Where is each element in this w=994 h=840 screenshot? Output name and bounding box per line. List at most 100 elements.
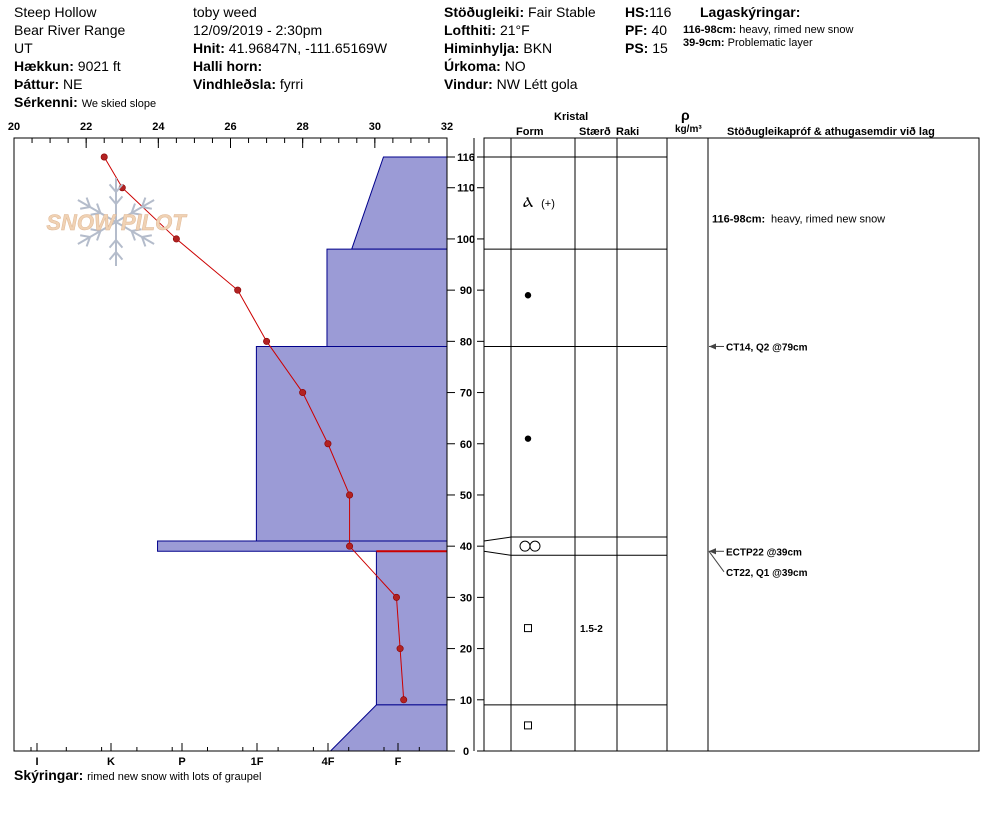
depth-tick-label: 116 (457, 152, 475, 164)
snowflake-branch (85, 197, 91, 208)
ps-label: PS: (625, 40, 649, 56)
temperature-point (100, 153, 108, 161)
aspect-value: NE (63, 76, 83, 92)
depth-tick-label: 110 (457, 183, 475, 195)
temperature-point (234, 286, 242, 294)
coords-value: 41.96847N, -111.65169W (228, 40, 388, 56)
depth-tick-label: 60 (460, 439, 472, 451)
wind-loading-label: Vindhleðsla: (193, 76, 276, 92)
snowflake-branch (90, 212, 101, 216)
rho-header: ρ (681, 107, 690, 123)
slope-row: Halli horn: (193, 58, 262, 74)
snowflake-branch (108, 195, 117, 205)
snowflake-branch (96, 203, 102, 214)
layer-comment-range: 116-98cm: (712, 213, 765, 225)
depth-tick-label: 90 (460, 285, 472, 297)
snowflake-branch (108, 239, 117, 249)
snowflake-branch (131, 212, 142, 216)
snowpilot-logo: SNOW PILOT (46, 178, 187, 266)
hardness-tick-label: K (107, 756, 115, 768)
snowflake-branch (130, 230, 136, 241)
snowflake-branch (108, 183, 117, 193)
air-temp-row: Lofthiti: 21°F (444, 22, 530, 38)
table-connector (483, 550, 512, 556)
graupel-symbol: Ⲁ (523, 194, 533, 210)
temperature-point (346, 542, 354, 550)
ps-row: PS: 15 (625, 40, 668, 56)
density-unit-header: kg/m³ (675, 124, 702, 135)
pf-value: 40 (651, 22, 668, 38)
form-note: (+) (541, 198, 555, 210)
temperature-point (346, 491, 354, 499)
stability-value: Fair Stable (528, 4, 596, 20)
temperature-point (392, 593, 400, 601)
pf-row: PF: 40 (625, 22, 667, 38)
hs-row: HS:116 (625, 4, 671, 20)
snowflake-branch (115, 251, 124, 261)
hardness-profile (157, 156, 448, 752)
moisture-header: Raki (616, 126, 640, 138)
snowflake-branch (115, 183, 124, 193)
comments-header: Stöðugleikapróf & athugasemdir við lag (727, 126, 935, 138)
air-temp-value: 21°F (499, 22, 530, 38)
snow-profile-chart: 20 22 24 26 28 30 32 0 10 20 30 40 50 60 70 80 90 100 110 1… (8, 121, 980, 768)
coords-row: Hnit: 41.96847N, -111.65169W (193, 40, 387, 56)
snowflake-branch (90, 228, 101, 232)
mountain-range: Bear River Range (14, 22, 126, 38)
wind-loading-value: fyrri (279, 76, 304, 92)
logo-text: SNOW PILOT (46, 210, 187, 235)
surface-hoar-symbol (529, 540, 541, 552)
rounded-grain-symbol (524, 292, 532, 299)
temperature-point (324, 440, 332, 448)
slope-label: Halli horn: (193, 58, 263, 74)
ps-value: 15 (652, 40, 668, 56)
faceted-crystal-symbol (524, 624, 532, 633)
temperature-point (299, 389, 307, 397)
temperature-tick-label: 28 (297, 121, 309, 133)
depth-tick-label: 10 (460, 695, 472, 707)
hardness-layer (329, 704, 448, 752)
hardness-layer (157, 540, 448, 552)
hardness-tick-label: 4F (322, 756, 335, 768)
snowflake-branch (96, 230, 102, 241)
precip-value: NO (504, 58, 526, 74)
temperature-point (396, 645, 404, 653)
hs-label: HS: (625, 4, 650, 20)
temperature-tick-label: 26 (224, 121, 236, 133)
precip-label: Úrkoma: (444, 58, 501, 74)
sky-value: BKN (523, 40, 553, 56)
temperature-point (400, 696, 408, 704)
notes-row: Skýringar: rimed new snow with lots of g… (14, 767, 261, 784)
temperature-line (103, 156, 405, 700)
pf-label: PF: (625, 22, 648, 38)
stability-row: Stöðugleiki: Fair Stable (444, 4, 596, 20)
precip-row: Úrkoma: NO (444, 58, 526, 74)
aspect-row: Þáttur: NE (14, 76, 82, 92)
depth-tick-label: 80 (460, 336, 472, 348)
snowflake-branch (79, 206, 91, 210)
legend-title: Lagaskýringar: (700, 4, 801, 20)
features-row: Sérkenni: We skied slope (14, 94, 156, 111)
depth-tick-label: 70 (460, 388, 472, 400)
state: UT (14, 40, 33, 56)
snowflake-arm (77, 199, 117, 223)
snowflake-branch (115, 195, 124, 205)
snowflake-branch (141, 206, 153, 210)
wind-value: NW Létt gola (496, 76, 578, 92)
temperature-tick-label: 30 (369, 121, 381, 133)
sky-row: Himinhylja: BKN (444, 40, 552, 56)
temperature-point (263, 337, 271, 345)
depth-tick-label: 100 (457, 234, 475, 246)
crystal-header: Kristal (554, 111, 589, 123)
temperature-tick-label: 32 (441, 121, 453, 133)
sky-label: Himinhylja: (444, 40, 520, 56)
aspect-label: Þáttur: (14, 76, 60, 92)
temperature-point (172, 235, 180, 243)
hardness-layer (255, 345, 448, 542)
layer-table: Ⲁ (+) 1.5-2 116-98cm: heavy, rimed new snow C… (483, 137, 980, 752)
notes-value: rimed new snow with lots of graupel (87, 771, 262, 783)
snowflake-branch (141, 236, 147, 247)
snowflake-branch (131, 228, 142, 232)
air-temp-label: Lofthiti: (444, 22, 497, 38)
elevation-row: Hækkun: 9021 ft (14, 58, 121, 74)
